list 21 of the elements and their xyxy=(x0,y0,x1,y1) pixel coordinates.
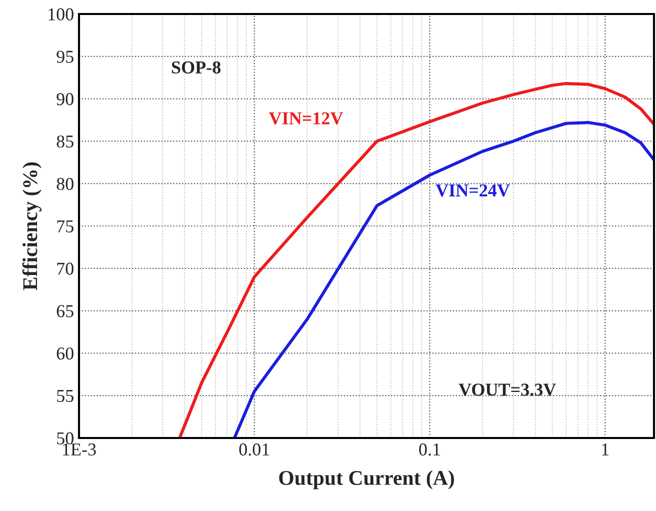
x-tick-label: 0.1 xyxy=(419,443,440,456)
y-tick-label: 60 xyxy=(56,347,74,360)
y-tick-label: 90 xyxy=(56,93,74,106)
annotation: SOP-8 xyxy=(172,61,221,74)
y-tick-label: 70 xyxy=(57,262,74,275)
y-axis-title: Efficiency (%) xyxy=(22,162,42,290)
y-tick-label: 50 xyxy=(57,432,74,444)
y-tick-label: 100 xyxy=(48,8,74,20)
y-tick-label: 85 xyxy=(56,135,74,148)
x-tick-label: 1E-3 xyxy=(63,443,96,456)
annotation: VOUT=3.3V xyxy=(458,384,556,396)
y-tick-label: 80 xyxy=(56,178,74,190)
x-tick-label: 0.01 xyxy=(239,443,270,456)
x-axis-title: Output Current (A) xyxy=(279,470,454,490)
series-label: VIN=24V xyxy=(436,184,510,197)
y-tick-label: 65 xyxy=(56,305,74,318)
text: VIN=12V xyxy=(268,112,344,125)
x-tick-label: 1 xyxy=(602,443,609,456)
y-tick-label: 55 xyxy=(57,390,74,402)
y-tick-label: 75 xyxy=(57,220,74,232)
y-tick-label: 95 xyxy=(56,50,74,63)
